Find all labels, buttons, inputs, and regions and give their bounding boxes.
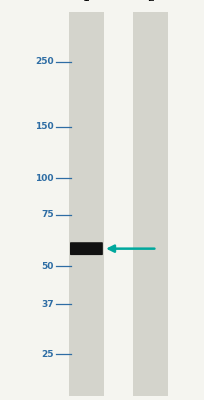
Text: 1: 1	[83, 0, 90, 3]
FancyBboxPatch shape	[69, 12, 103, 396]
FancyBboxPatch shape	[132, 12, 167, 396]
Text: 250: 250	[35, 57, 53, 66]
Text: 2: 2	[146, 0, 154, 3]
Text: 37: 37	[41, 300, 53, 309]
Text: 50: 50	[41, 262, 53, 271]
Text: 150: 150	[35, 122, 53, 131]
FancyBboxPatch shape	[70, 242, 102, 255]
Text: 25: 25	[41, 350, 53, 359]
Text: 100: 100	[35, 174, 53, 183]
Text: 75: 75	[41, 210, 53, 219]
